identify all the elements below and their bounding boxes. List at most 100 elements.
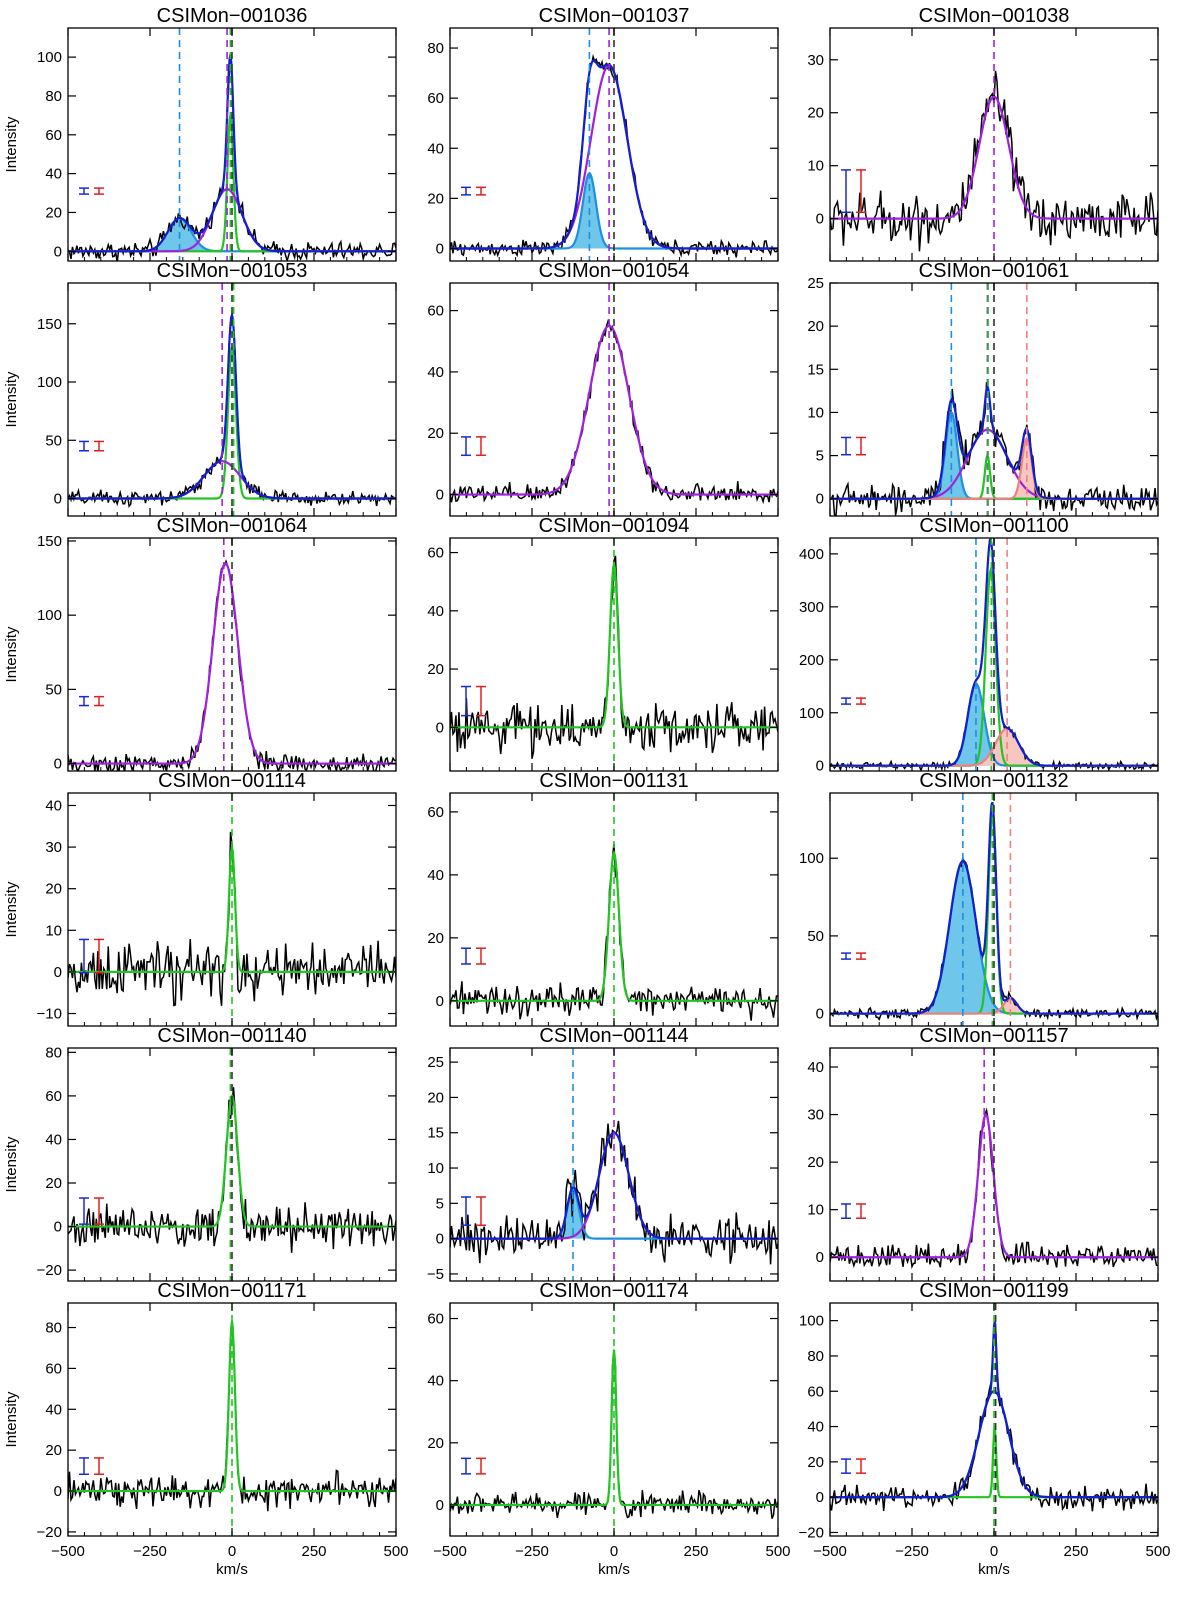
- y-tick-label: 40: [427, 140, 444, 157]
- plot-area: [450, 28, 778, 261]
- x-tick-label: −250: [895, 1543, 929, 1560]
- y-tick-label: 20: [807, 105, 824, 122]
- y-tick-label: 0: [54, 964, 62, 981]
- y-tick-label: 100: [799, 705, 824, 722]
- panel-title: CSIMon−001053: [157, 260, 308, 282]
- error-bar-red: [94, 1457, 104, 1476]
- x-axis-label: km/s: [978, 1561, 1010, 1578]
- y-tick-label: −10: [37, 1006, 62, 1023]
- y-tick-label: 0: [436, 240, 444, 257]
- error-bar-red: [476, 947, 486, 965]
- x-tick-label: 500: [1145, 1543, 1170, 1560]
- y-tick-label: 15: [427, 1125, 444, 1142]
- plot-area: [68, 1048, 396, 1281]
- panel: CSIMon−001100 0 100 200 300 400: [799, 515, 1159, 775]
- total-fit-curve: [450, 59, 778, 250]
- panel-title: CSIMon−001157: [919, 1025, 1068, 1047]
- y-tick-label: −20: [37, 1524, 62, 1541]
- error-bar-blue: [79, 440, 89, 452]
- y-tick-label: 100: [799, 1313, 824, 1330]
- y-tick-label: 60: [45, 1088, 62, 1105]
- error-bar-blue: [79, 938, 89, 974]
- panel: CSIMon−001037 0 20 40 60 80: [427, 5, 779, 262]
- y-tick-label: 0: [436, 1231, 444, 1248]
- error-bar-blue: [841, 436, 851, 456]
- y-tick-label: 60: [45, 127, 62, 144]
- y-tick-label: 30: [45, 839, 62, 856]
- panel-title: CSIMon−001140: [157, 1025, 306, 1047]
- error-bar-blue: [841, 952, 851, 960]
- y-tick-label: 60: [427, 804, 444, 821]
- panel: CSIMon−001132 0 50 100: [799, 770, 1159, 1027]
- error-bar-red: [476, 1196, 486, 1226]
- y-tick-label: 0: [436, 487, 444, 504]
- plot-area: [450, 538, 778, 771]
- y-tick-label: 80: [807, 1348, 824, 1365]
- y-tick-label: −20: [37, 1262, 62, 1279]
- narrow-component-curve: [450, 1349, 778, 1507]
- panel: CSIMon−001061 0 5 10 15 20 25: [807, 260, 1159, 517]
- x-tick-label: −500: [433, 1543, 467, 1560]
- error-bar-blue: [461, 1457, 471, 1475]
- plot-area: [830, 538, 1158, 771]
- y-tick-label: 20: [45, 1175, 62, 1192]
- y-tick-label: 30: [807, 52, 824, 69]
- y-tick-label: 150: [37, 533, 62, 550]
- y-tick-label: 80: [45, 1044, 62, 1061]
- error-bar-blue: [79, 187, 89, 195]
- y-tick-label: 25: [427, 1054, 444, 1071]
- x-tick-label: 500: [765, 1543, 790, 1560]
- y-tick-label: 20: [427, 661, 444, 678]
- error-bar-red: [476, 436, 486, 457]
- y-tick-label: 10: [807, 158, 824, 175]
- plot-area: [68, 283, 396, 516]
- narrow-component-curve: [68, 115, 396, 253]
- y-tick-label: 20: [45, 881, 62, 898]
- y-tick-label: 15: [807, 361, 824, 378]
- plot-area: [450, 1048, 778, 1281]
- y-tick-label: 40: [807, 1419, 824, 1436]
- y-tick-label: 0: [816, 1006, 824, 1023]
- panel-title: CSIMon−001094: [539, 515, 690, 537]
- panel: CSIMon−001131 0 20 40 60: [427, 770, 779, 1027]
- error-bar-blue: [841, 1203, 851, 1219]
- y-tick-label: 400: [799, 546, 824, 563]
- y-tick-label: 50: [807, 928, 824, 945]
- x-tick-label: 250: [301, 1543, 326, 1560]
- error-bar-red: [94, 187, 104, 195]
- spectrum-line: [68, 1087, 396, 1253]
- error-bar-red: [856, 1458, 866, 1474]
- y-axis-label: Intensity: [3, 371, 20, 427]
- panel-title: CSIMon−001174: [539, 1280, 688, 1302]
- panel: CSIMon−001140 −20 0 20 40 60 80 Intensity: [3, 1025, 397, 1282]
- y-tick-label: 0: [436, 719, 444, 736]
- error-bar-blue: [461, 436, 471, 457]
- y-tick-label: 0: [54, 491, 62, 508]
- y-tick-label: 20: [427, 1089, 444, 1106]
- panel: CSIMon−001054 0 20 40 60: [427, 260, 779, 517]
- y-tick-label: 20: [427, 425, 444, 442]
- panel-title: CSIMon−001037: [539, 5, 690, 27]
- y-tick-label: 20: [45, 1442, 62, 1459]
- panel: CSIMon−001144 −5 0 5 10 15 20 25: [427, 1025, 779, 1283]
- broad-component-curve: [830, 95, 1158, 220]
- x-tick-label: −500: [51, 1543, 85, 1560]
- plot-area: [830, 28, 1158, 261]
- y-tick-label: 10: [45, 922, 62, 939]
- panel-title: CSIMon−001171: [157, 1280, 306, 1302]
- x-tick-label: 0: [610, 1543, 618, 1560]
- error-bar-red: [94, 695, 104, 707]
- y-axis-label: Intensity: [3, 626, 20, 682]
- y-tick-label: 40: [45, 166, 62, 183]
- panel-title: CSIMon−001199: [919, 1280, 1068, 1302]
- x-tick-label: 0: [990, 1543, 998, 1560]
- broad-component-curve: [830, 1112, 1158, 1259]
- x-tick-label: 0: [228, 1543, 236, 1560]
- y-axis-label: Intensity: [3, 116, 20, 172]
- error-bar-blue: [841, 1458, 851, 1474]
- narrow-component-curve: [68, 1093, 396, 1228]
- plot-area: [450, 283, 778, 516]
- panel-title: CSIMon−001064: [157, 515, 308, 537]
- y-tick-label: 80: [45, 1320, 62, 1337]
- error-bar-blue: [461, 1196, 471, 1226]
